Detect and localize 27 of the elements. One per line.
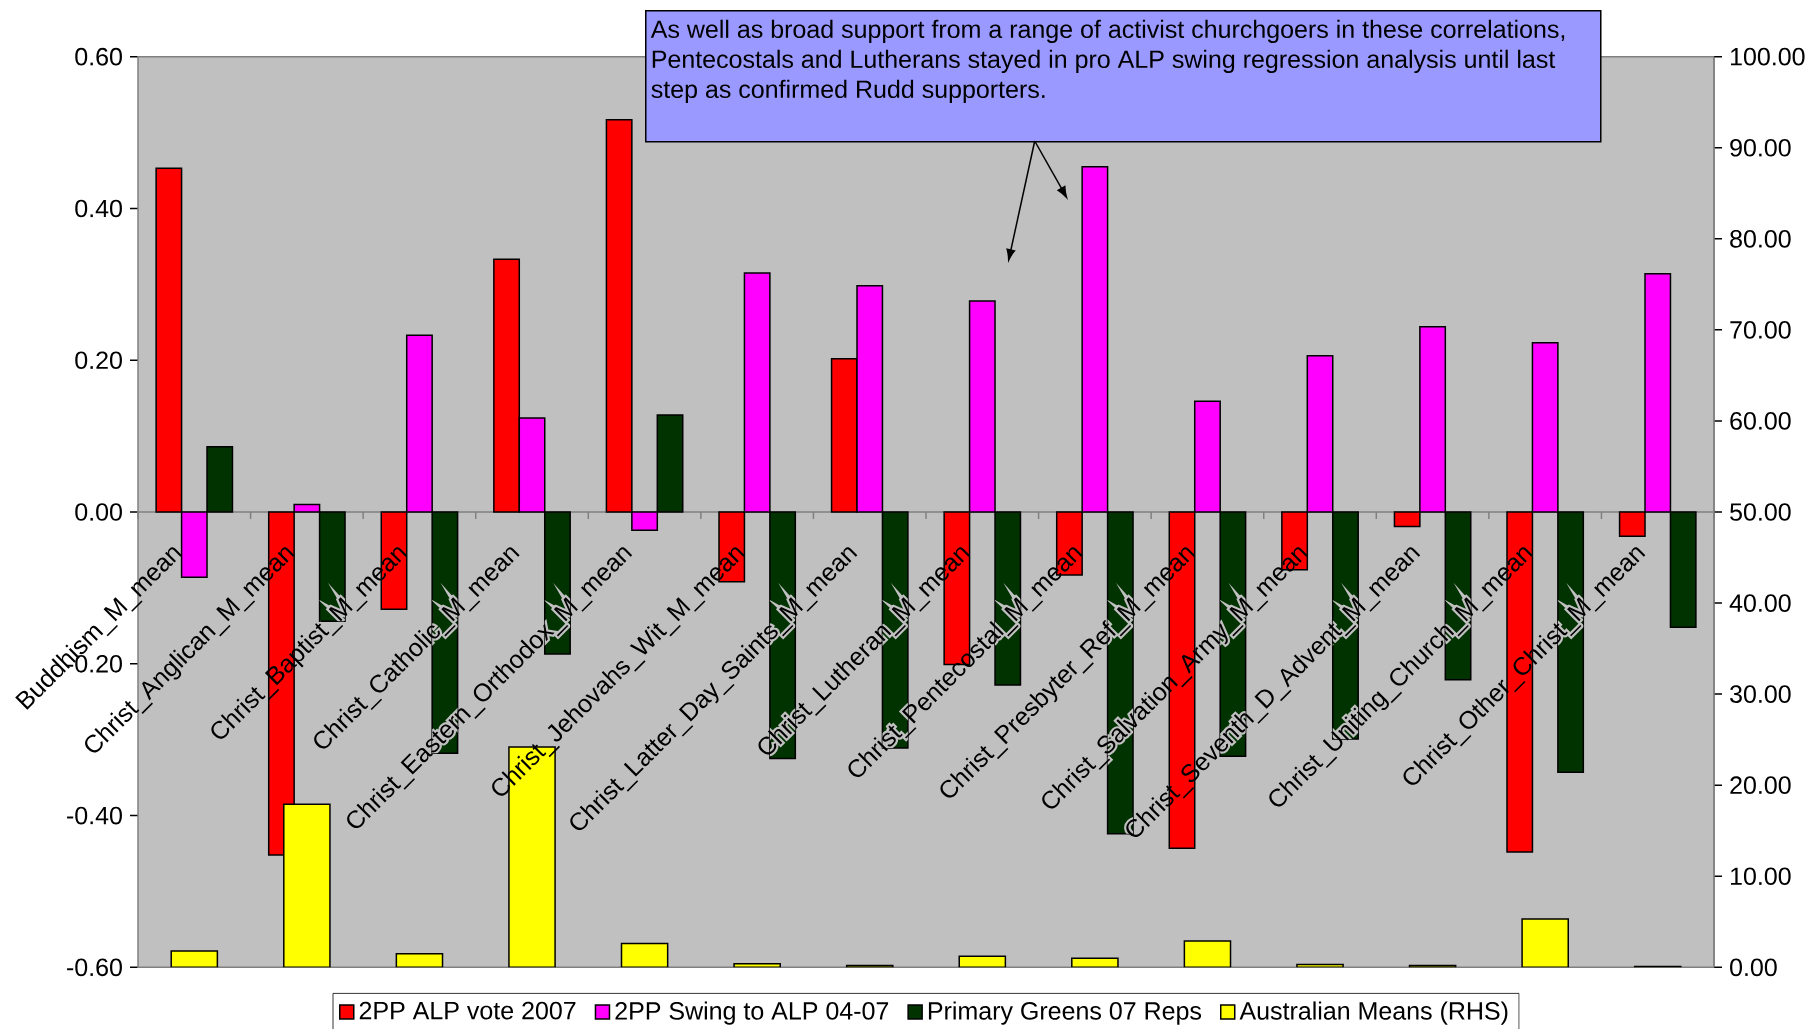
legend-label: 2PP ALP vote 2007 [359, 1001, 576, 1020]
y2-tick-label: 80.00 [1730, 229, 1791, 248]
y2-tick-label: 40.00 [1729, 594, 1791, 612]
y2-tick-label: 0.00 [1730, 958, 1777, 977]
y-tick-label: -0.60 [67, 958, 122, 977]
bar [283, 803, 331, 968]
legend-label: Primary Greens 07 Reps [928, 1001, 1202, 1025]
bar [1521, 918, 1569, 968]
legend-label: 2PP Swing to ALP 04-07 [615, 1001, 889, 1025]
y2-tick-label: 70.00 [1730, 321, 1791, 339]
y2-tick-label: 90.00 [1730, 138, 1791, 157]
y2-tick-label: 50.00 [1730, 503, 1791, 521]
y-tick-label: -0.40 [67, 806, 122, 825]
legend-label: Australian Means (RHS) [1239, 1001, 1508, 1025]
bar [395, 952, 444, 968]
bar [1183, 940, 1232, 968]
y-tick-label: 0.40 [75, 199, 122, 218]
y-tick-label: 0.20 [75, 351, 122, 370]
y-tick-label: 0.60 [75, 47, 122, 66]
y2-tick-label: 30.00 [1730, 685, 1791, 703]
bar [620, 942, 669, 968]
y-tick-label: 0.00 [75, 503, 122, 521]
y2-tick-label: 10.00 [1731, 867, 1791, 886]
y2-tick-label: 20.00 [1730, 776, 1791, 795]
y2-tick-label: 60.00 [1730, 412, 1791, 430]
annotation: As well as broad support from a range of activist churchgoers in these correlations, Pentecostals and Lutherans stayed in pro ALP swing regression analysis until last step as confirmed Rudd supporters. [650, 19, 1565, 104]
y2-tick-label: 100.00 [1731, 47, 1805, 66]
